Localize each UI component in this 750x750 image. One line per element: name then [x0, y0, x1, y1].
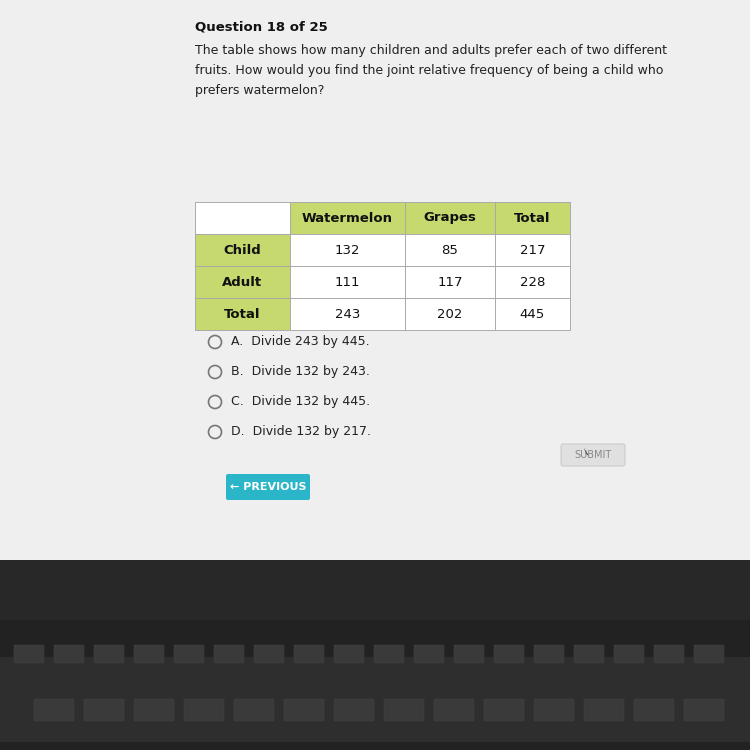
Text: 445: 445: [520, 308, 545, 320]
FancyBboxPatch shape: [684, 699, 724, 721]
Text: D.  Divide 132 by 217.: D. Divide 132 by 217.: [231, 425, 371, 439]
FancyBboxPatch shape: [94, 645, 124, 663]
Text: Grapes: Grapes: [424, 211, 476, 224]
Text: Watermelon: Watermelon: [302, 211, 393, 224]
FancyBboxPatch shape: [134, 699, 174, 721]
Bar: [290, 298, 405, 330]
Text: ← PREVIOUS: ← PREVIOUS: [230, 482, 306, 492]
FancyBboxPatch shape: [334, 699, 374, 721]
Text: 85: 85: [442, 244, 458, 256]
Text: Question 18 of 25: Question 18 of 25: [195, 20, 328, 33]
FancyBboxPatch shape: [384, 699, 424, 721]
Bar: [0, 0, 750, 560]
FancyBboxPatch shape: [414, 645, 444, 663]
Bar: [405, 234, 495, 266]
Bar: [405, 202, 495, 234]
FancyBboxPatch shape: [34, 699, 74, 721]
FancyBboxPatch shape: [84, 699, 124, 721]
Text: 132: 132: [334, 244, 360, 256]
Bar: [290, 266, 405, 298]
FancyBboxPatch shape: [334, 645, 364, 663]
FancyBboxPatch shape: [694, 645, 724, 663]
FancyBboxPatch shape: [226, 474, 310, 500]
FancyBboxPatch shape: [494, 645, 524, 663]
Bar: [0, 620, 750, 750]
FancyBboxPatch shape: [534, 645, 564, 663]
Text: 117: 117: [437, 275, 463, 289]
FancyBboxPatch shape: [214, 645, 244, 663]
Text: fruits. How would you find the joint relative frequency of being a child who: fruits. How would you find the joint rel…: [195, 64, 663, 77]
FancyBboxPatch shape: [574, 645, 604, 663]
FancyBboxPatch shape: [654, 645, 684, 663]
Bar: [0, 657, 750, 742]
Text: A.  Divide 243 by 445.: A. Divide 243 by 445.: [231, 335, 370, 349]
FancyBboxPatch shape: [184, 699, 224, 721]
Text: 243: 243: [334, 308, 360, 320]
FancyBboxPatch shape: [584, 699, 624, 721]
Bar: [495, 234, 570, 266]
Text: prefers watermelon?: prefers watermelon?: [195, 84, 324, 97]
Bar: [195, 298, 290, 330]
Text: Total: Total: [514, 211, 550, 224]
Bar: [495, 266, 570, 298]
FancyBboxPatch shape: [454, 645, 484, 663]
Bar: [495, 298, 570, 330]
FancyBboxPatch shape: [134, 645, 164, 663]
Bar: [195, 234, 290, 266]
Bar: [405, 298, 495, 330]
Bar: [195, 202, 290, 234]
FancyBboxPatch shape: [174, 645, 204, 663]
Text: 228: 228: [520, 275, 545, 289]
Bar: [405, 266, 495, 298]
Polygon shape: [584, 448, 589, 456]
Text: C.  Divide 132 by 445.: C. Divide 132 by 445.: [231, 395, 370, 409]
FancyBboxPatch shape: [484, 699, 524, 721]
Text: Adult: Adult: [223, 275, 262, 289]
FancyBboxPatch shape: [14, 645, 44, 663]
FancyBboxPatch shape: [614, 645, 644, 663]
FancyBboxPatch shape: [374, 645, 404, 663]
Text: SUBMIT: SUBMIT: [574, 450, 612, 460]
Text: Child: Child: [224, 244, 261, 256]
Text: 202: 202: [437, 308, 463, 320]
FancyBboxPatch shape: [254, 645, 284, 663]
FancyBboxPatch shape: [534, 699, 574, 721]
Text: B.  Divide 132 by 243.: B. Divide 132 by 243.: [231, 365, 370, 379]
Text: 111: 111: [334, 275, 360, 289]
Text: 217: 217: [520, 244, 545, 256]
Text: Total: Total: [224, 308, 261, 320]
FancyBboxPatch shape: [234, 699, 274, 721]
FancyBboxPatch shape: [294, 645, 324, 663]
Bar: [290, 234, 405, 266]
Text: The table shows how many children and adults prefer each of two different: The table shows how many children and ad…: [195, 44, 667, 57]
FancyBboxPatch shape: [54, 645, 84, 663]
Bar: [0, 560, 750, 620]
Bar: [495, 202, 570, 234]
FancyBboxPatch shape: [434, 699, 474, 721]
FancyBboxPatch shape: [284, 699, 324, 721]
FancyBboxPatch shape: [561, 444, 625, 466]
Bar: [290, 202, 405, 234]
Bar: [195, 266, 290, 298]
FancyBboxPatch shape: [634, 699, 674, 721]
